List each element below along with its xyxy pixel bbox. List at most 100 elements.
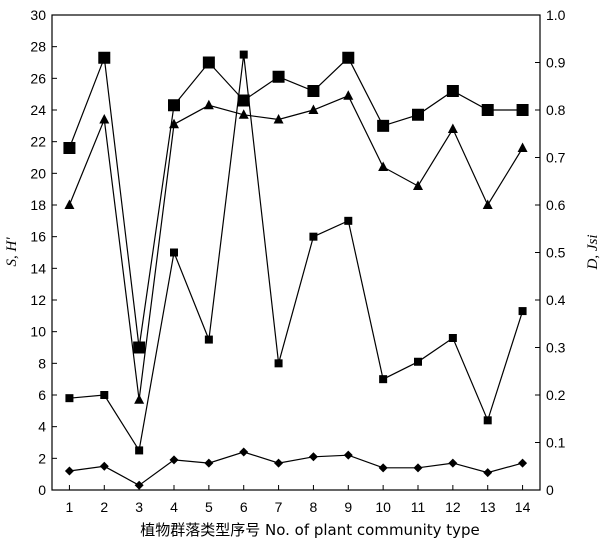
data-point-large-square	[98, 51, 111, 64]
data-point-large-square	[133, 341, 146, 354]
series-large-square	[63, 51, 529, 354]
x-axis-title: 植物群落类型序号 No. of plant community type	[140, 521, 480, 539]
y-left-tick-label: 8	[38, 355, 46, 371]
y-left-tick-label: 30	[30, 7, 46, 23]
plot-frame	[51, 14, 541, 491]
y-left-tick-label: 2	[38, 450, 46, 466]
data-point-triangle	[447, 123, 458, 133]
data-point-diamond	[343, 450, 353, 460]
data-point-diamond	[99, 461, 109, 471]
y-axis-right-title: D, Jsi	[585, 235, 601, 271]
data-point-large-square	[272, 70, 285, 83]
x-tick-label: 9	[344, 499, 352, 515]
data-point-small-square	[274, 359, 283, 368]
y-left-tick-label: 16	[30, 229, 46, 245]
data-point-diamond	[274, 458, 284, 468]
y-left-tick-label: 14	[30, 260, 46, 276]
x-tick-label: 8	[310, 499, 318, 515]
y-left-tick-label: 10	[30, 324, 46, 340]
series-line-small-square	[69, 54, 524, 453]
series-small-square	[65, 50, 527, 455]
data-point-large-square	[237, 94, 250, 107]
data-point-triangle	[378, 161, 389, 171]
x-tick-label: 3	[135, 499, 143, 515]
y-right-tick-label: 0.2	[546, 387, 566, 403]
data-point-large-square	[168, 99, 180, 112]
y-left-tick-label: 22	[30, 134, 46, 150]
series-line-diamond	[69, 451, 523, 487]
data-point-large-square	[481, 104, 494, 116]
y-left-tick-label: 26	[30, 70, 46, 86]
data-point-small-square	[483, 416, 492, 425]
y-left-tick-label: 12	[30, 292, 46, 308]
data-point-large-square	[63, 142, 76, 154]
data-point-small-square	[379, 375, 388, 384]
y-left-tick-label: 18	[30, 197, 46, 213]
y-right-tick-label: 0.9	[546, 55, 566, 71]
data-point-small-square	[65, 394, 74, 403]
series-line-large-square	[68, 56, 523, 348]
y-right-tick-label: 1.0	[546, 7, 566, 23]
y-right-tick-label: 0.3	[546, 340, 566, 356]
data-point-large-square	[377, 119, 390, 132]
data-point-diamond	[204, 458, 214, 468]
y-right-tick-label: 0.4	[546, 292, 566, 308]
x-tick-label: 14	[515, 499, 531, 515]
data-point-triangle	[64, 199, 75, 209]
x-tick-label: 10	[375, 499, 391, 515]
data-point-triangle	[482, 199, 493, 209]
axis-ticks: 02468101214161820222426283000.10.20.30.4…	[30, 7, 565, 515]
y-right-tick-label: 0	[546, 482, 554, 498]
data-point-diamond	[413, 463, 423, 473]
x-tick-label: 12	[445, 499, 461, 515]
data-point-diamond	[378, 463, 388, 473]
x-tick-label: 2	[100, 499, 108, 515]
data-point-triangle	[308, 104, 319, 114]
y-right-tick-label: 0.6	[546, 197, 566, 213]
y-left-tick-label: 4	[38, 419, 46, 435]
data-point-diamond	[64, 466, 74, 476]
data-point-small-square	[414, 357, 422, 366]
y-left-tick-label: 6	[38, 387, 46, 403]
y-left-tick-label: 28	[30, 39, 46, 55]
data-point-diamond	[483, 468, 493, 478]
data-point-large-square	[202, 56, 215, 69]
data-point-diamond	[518, 458, 528, 468]
data-point-triangle	[169, 118, 179, 129]
y-left-tick-label: 20	[30, 165, 46, 181]
series-diamond	[64, 447, 528, 490]
data-point-small-square	[309, 232, 318, 241]
data-point-diamond	[448, 458, 458, 468]
data-point-small-square	[344, 216, 353, 225]
series-triangle	[64, 90, 528, 404]
data-point-large-square	[307, 85, 320, 97]
data-point-small-square	[100, 391, 109, 399]
y-right-tick-label: 0.8	[546, 102, 566, 118]
y-right-tick-label: 0.5	[546, 245, 566, 261]
data-point-triangle	[517, 142, 528, 152]
x-tick-label: 1	[66, 499, 74, 515]
y-axis-left-title: S, H'	[4, 237, 20, 267]
series-line-triangle	[68, 95, 524, 400]
y-right-tick-label: 0.7	[546, 150, 566, 166]
data-point-triangle	[238, 109, 249, 119]
data-point-triangle	[273, 114, 284, 124]
y-left-tick-label: 24	[30, 102, 46, 118]
y-left-tick-label: 0	[38, 482, 46, 498]
y-right-tick-label: 0.1	[546, 435, 566, 451]
data-point-triangle	[99, 114, 110, 124]
data-point-triangle	[343, 90, 354, 100]
data-point-small-square	[518, 307, 527, 316]
x-tick-label: 13	[480, 499, 496, 515]
data-point-large-square	[446, 85, 459, 97]
data-point-small-square	[239, 50, 248, 59]
plot-border	[51, 14, 541, 491]
data-point-small-square	[204, 335, 213, 344]
data-point-triangle	[203, 99, 214, 110]
data-point-small-square	[170, 248, 178, 257]
x-tick-label: 6	[240, 499, 248, 515]
data-point-large-square	[516, 104, 529, 116]
data-point-diamond	[134, 480, 144, 490]
